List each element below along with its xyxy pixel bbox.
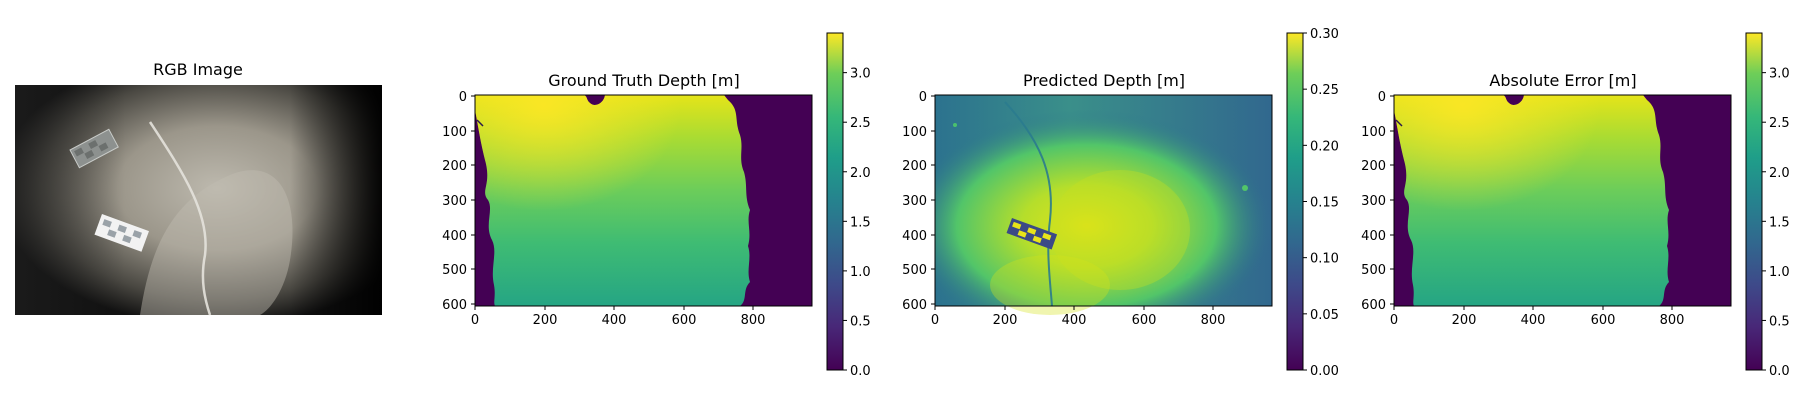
gt-xtick-label: 400 bbox=[602, 313, 627, 328]
gt-ytick-label: 0 bbox=[459, 90, 467, 105]
pred-heatmap bbox=[935, 95, 1272, 315]
pred-xtick-label: 400 bbox=[1062, 313, 1087, 328]
gt-title: Ground Truth Depth [m] bbox=[548, 71, 739, 90]
gt-xtick-label: 600 bbox=[672, 313, 697, 328]
colorbar-tick-label: 1.5 bbox=[850, 215, 871, 230]
err-ytick-label: 600 bbox=[1361, 298, 1386, 313]
err-ytick-label: 0 bbox=[1378, 90, 1386, 105]
panel-ground-truth: Ground Truth Depth [m] 0 200 400 600 800… bbox=[442, 32, 871, 379]
colorbar-tick-label: 1.0 bbox=[1769, 265, 1790, 280]
gt-x-ticks: 0 200 400 600 800 bbox=[471, 306, 766, 328]
colorbar-tick-label: 0.20 bbox=[1310, 139, 1339, 154]
err-ytick-label: 100 bbox=[1361, 125, 1386, 140]
gt-y-ticks: 0 100 200 300 400 500 600 bbox=[442, 90, 475, 313]
panel-predicted: Predicted Depth [m] 0 200 400 60 bbox=[902, 27, 1339, 379]
err-xtick-label: 0 bbox=[1390, 313, 1398, 328]
colorbar-tick-label: 3.0 bbox=[1769, 67, 1790, 82]
pred-ytick-label: 300 bbox=[902, 194, 927, 209]
colorbar-tick-label: 0.25 bbox=[1310, 83, 1339, 98]
pred-colorbar: 0.00 0.05 0.10 0.15 0.20 0.25 0.30 bbox=[1286, 27, 1339, 379]
err-y-ticks: 0 100 200 300 400 500 600 bbox=[1361, 90, 1394, 313]
err-heatmap bbox=[1394, 95, 1731, 306]
pred-xtick-label: 200 bbox=[993, 313, 1018, 328]
err-xtick-label: 600 bbox=[1591, 313, 1616, 328]
err-xtick-label: 800 bbox=[1660, 313, 1685, 328]
rgb-photo bbox=[15, 85, 382, 316]
pred-ytick-label: 100 bbox=[902, 125, 927, 140]
gt-colorbar: 0.0 0.5 1.0 1.5 2.0 2.5 3.0 bbox=[826, 32, 871, 379]
err-xtick-label: 400 bbox=[1521, 313, 1546, 328]
err-colorbar-gradient bbox=[1745, 32, 1763, 371]
gt-ytick-label: 600 bbox=[442, 298, 467, 313]
gt-ytick-label: 100 bbox=[442, 125, 467, 140]
err-xtick-label: 200 bbox=[1452, 313, 1477, 328]
colorbar-tick-label: 0.10 bbox=[1310, 252, 1339, 267]
gt-ytick-label: 500 bbox=[442, 263, 467, 278]
gt-heatmap bbox=[475, 95, 812, 306]
err-ytick-label: 300 bbox=[1361, 194, 1386, 209]
colorbar-tick-label: 0.5 bbox=[850, 314, 871, 329]
panel-rgb-image: RGB Image bbox=[15, 60, 382, 316]
colorbar-tick-label: 3.0 bbox=[850, 67, 871, 82]
pred-xtick-label: 600 bbox=[1132, 313, 1157, 328]
pred-y-ticks: 0 100 200 300 400 500 600 bbox=[902, 90, 935, 313]
err-ytick-label: 500 bbox=[1361, 263, 1386, 278]
pred-title: Predicted Depth [m] bbox=[1023, 71, 1185, 90]
colorbar-tick-label: 2.0 bbox=[1769, 166, 1790, 181]
colorbar-tick-label: 2.5 bbox=[850, 116, 871, 131]
colorbar-tick-label: 1.5 bbox=[1769, 215, 1790, 230]
err-colorbar: 0.0 0.5 1.0 1.5 2.0 2.5 3.0 bbox=[1745, 32, 1790, 379]
pred-xtick-label: 0 bbox=[931, 313, 939, 328]
pred-ytick-label: 500 bbox=[902, 263, 927, 278]
pred-colorbar-gradient bbox=[1286, 32, 1304, 371]
colorbar-tick-label: 2.0 bbox=[850, 166, 871, 181]
err-x-ticks: 0 200 400 600 800 bbox=[1390, 306, 1685, 328]
gt-ytick-label: 400 bbox=[442, 229, 467, 244]
pred-marker bbox=[1006, 218, 1058, 250]
gt-colorbar-gradient bbox=[826, 32, 844, 371]
err-ytick-label: 200 bbox=[1361, 159, 1386, 174]
colorbar-tick-label: 0.30 bbox=[1310, 27, 1339, 42]
pred-ytick-label: 200 bbox=[902, 159, 927, 174]
panel-absolute-error: Absolute Error [m] 0 200 400 600 800 0 1… bbox=[1361, 32, 1790, 379]
rgb-title: RGB Image bbox=[153, 60, 243, 79]
rgb-marker-large bbox=[94, 214, 149, 252]
pred-ytick-label: 400 bbox=[902, 229, 927, 244]
colorbar-tick-label: 1.0 bbox=[850, 265, 871, 280]
colorbar-tick-label: 2.5 bbox=[1769, 116, 1790, 131]
colorbar-tick-label: 0.0 bbox=[850, 364, 871, 379]
gt-ytick-label: 200 bbox=[442, 159, 467, 174]
pred-x-ticks: 0 200 400 600 800 bbox=[931, 306, 1226, 328]
pred-ytick-label: 600 bbox=[902, 298, 927, 313]
colorbar-tick-label: 0.0 bbox=[1769, 364, 1790, 379]
gt-xtick-label: 200 bbox=[533, 313, 558, 328]
colorbar-tick-label: 0.05 bbox=[1310, 308, 1339, 323]
err-title: Absolute Error [m] bbox=[1489, 71, 1636, 90]
gt-ytick-label: 300 bbox=[442, 194, 467, 209]
colorbar-tick-label: 0.15 bbox=[1310, 196, 1339, 211]
pred-xtick-label: 800 bbox=[1201, 313, 1226, 328]
colorbar-tick-label: 0.5 bbox=[1769, 314, 1790, 329]
gt-xtick-label: 800 bbox=[741, 313, 766, 328]
rgb-marker-small bbox=[69, 128, 119, 169]
gt-xtick-label: 0 bbox=[471, 313, 479, 328]
colorbar-tick-label: 0.00 bbox=[1310, 364, 1339, 379]
err-ytick-label: 400 bbox=[1361, 229, 1386, 244]
pred-ytick-label: 0 bbox=[919, 90, 927, 105]
